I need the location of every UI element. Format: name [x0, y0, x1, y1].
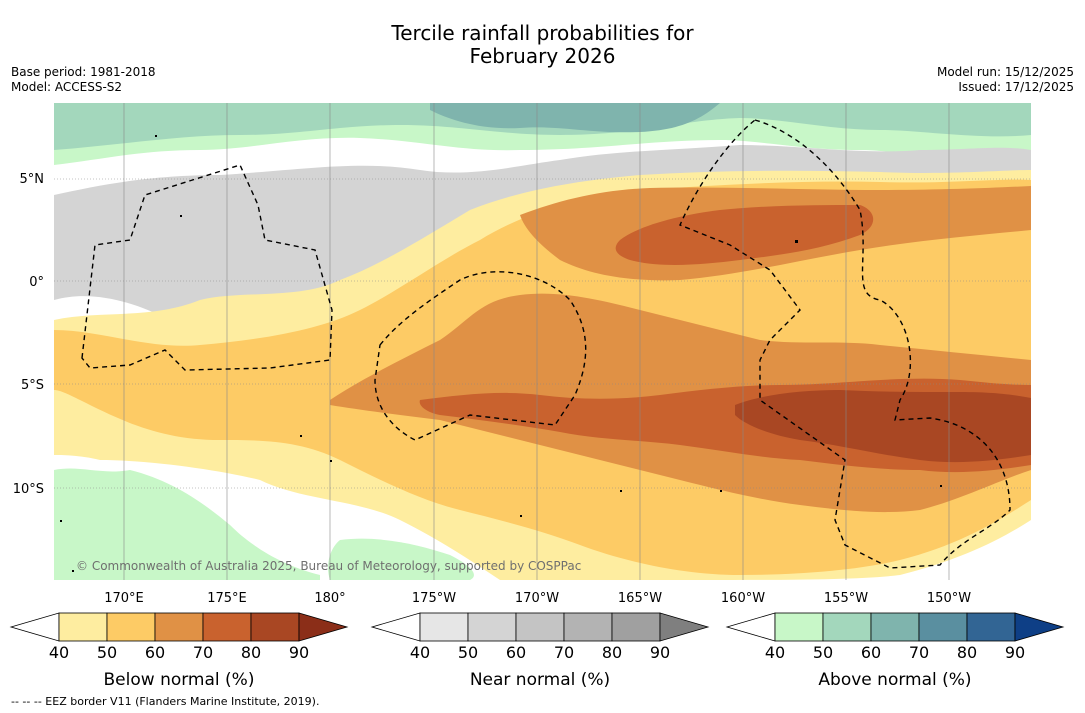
colorbar-max-extension — [1014, 612, 1065, 642]
colorbar-tick-label: 70 — [193, 643, 213, 662]
colorbar-segment — [419, 612, 469, 642]
colorbar-segment — [822, 612, 872, 642]
lat-label: 5°S — [21, 378, 44, 393]
colorbar-tick-label: 50 — [97, 643, 117, 662]
colorbar-title: Near normal (%) — [470, 670, 610, 690]
above-normal-south-patch — [328, 538, 474, 580]
colorbar-segment — [515, 612, 565, 642]
map-title: Tercile rainfall probabilities for Febru… — [0, 22, 1085, 68]
colorbar-tick-label: 50 — [458, 643, 478, 662]
meta-left: Base period: 1981-2018 Model: ACCESS-S2 — [11, 65, 156, 95]
lon-label: 150°W — [927, 591, 971, 606]
colorbar-tick-label: 40 — [410, 643, 430, 662]
colorbar-segment — [202, 612, 252, 642]
copyright-text: © Commonwealth of Australia 2025, Bureau… — [76, 559, 581, 573]
lon-label: 155°W — [824, 591, 868, 606]
above-normal-southwest — [54, 468, 320, 580]
latitude-labels: 5°N 0° 5°S 10°S — [13, 172, 44, 497]
colorbar-segment — [563, 612, 613, 642]
eez-borders — [81, 119, 1011, 569]
colorbar-segment — [58, 612, 108, 642]
colorbar-tick-label: 40 — [49, 643, 69, 662]
model-name: Model: ACCESS-S2 — [11, 80, 123, 94]
colorbar-tick-label: 80 — [957, 643, 977, 662]
colorbar-segment — [870, 612, 920, 642]
lon-label: 170°W — [515, 591, 559, 606]
colorbar-title: Above normal (%) — [818, 670, 971, 690]
lon-label: 160°W — [721, 591, 765, 606]
lon-label: 175°E — [207, 591, 247, 606]
colorbar-segment — [774, 612, 824, 642]
lon-label: 175°W — [412, 591, 456, 606]
colorbar-tick-label: 60 — [145, 643, 165, 662]
eez-legend: -- -- -- EEZ border V11 (Flanders Marine… — [11, 695, 320, 708]
colorbar-below-normal: 40 50 60 70 80 90 Below normal (%) — [9, 612, 349, 690]
lon-label: 165°W — [618, 591, 662, 606]
map-title-line-1: Tercile rainfall probabilities for — [391, 21, 694, 45]
colorbar-tick-label: 80 — [602, 643, 622, 662]
above-normal-north-60 — [430, 103, 720, 133]
colorbar-tick-label: 40 — [765, 643, 785, 662]
below-normal-70-north — [615, 205, 874, 265]
colorbar-tick-label: 90 — [650, 643, 670, 662]
colorbar-segment — [611, 612, 661, 642]
colorbar-tick-label: 80 — [241, 643, 261, 662]
longitude-labels: 170°E 175°E 180° 175°W 170°W 165°W 160°W… — [104, 591, 971, 606]
colorbar-near-normal: 40 50 60 70 80 90 Near normal (%) — [370, 612, 710, 690]
colorbar-segment — [106, 612, 156, 642]
colorbar-title: Below normal (%) — [104, 670, 255, 690]
meta-right: Model run: 15/12/2025 Issued: 17/12/2025 — [937, 65, 1074, 95]
colorbar-segment — [966, 612, 1016, 642]
colorbar-segment — [918, 612, 968, 642]
colorbar-max-extension — [659, 612, 710, 642]
lon-label: 170°E — [104, 591, 144, 606]
lat-label: 0° — [29, 275, 44, 290]
colorbar-segment — [467, 612, 517, 642]
colorbar-max-extension — [298, 612, 349, 642]
lon-label: 180° — [314, 591, 345, 606]
colorbar-above-normal: 40 50 60 70 80 90 Above normal (%) — [725, 612, 1065, 690]
colorbar-tick-label: 70 — [909, 643, 929, 662]
probability-field: © Commonwealth of Australia 2025, Bureau… — [54, 103, 1031, 580]
colorbar-segment — [250, 612, 300, 642]
colorbar-tick-label: 90 — [289, 643, 309, 662]
colorbar-tick-label: 50 — [813, 643, 833, 662]
lat-label: 10°S — [13, 482, 44, 497]
colorbar-min-extension — [370, 612, 421, 642]
colorbar-segment — [154, 612, 204, 642]
colorbar-min-extension — [725, 612, 776, 642]
colorbar-tick-label: 60 — [506, 643, 526, 662]
model-run-date: Model run: 15/12/2025 — [936, 65, 1074, 79]
near-normal-north-region — [54, 145, 1031, 332]
colorbar-tick-label: 90 — [1005, 643, 1025, 662]
issued-date: Issued: 17/12/2025 — [958, 80, 1074, 94]
colorbar-tick-label: 70 — [554, 643, 574, 662]
island-markers — [60, 135, 942, 572]
map-title-line-2: February 2026 — [469, 44, 616, 68]
colorbar-min-extension — [9, 612, 60, 642]
colorbar-tick-label: 60 — [861, 643, 881, 662]
lat-label: 5°N — [20, 172, 45, 187]
graticule — [54, 103, 1031, 580]
below-normal-80-south — [735, 390, 1031, 463]
base-period: Base period: 1981-2018 — [11, 65, 156, 79]
